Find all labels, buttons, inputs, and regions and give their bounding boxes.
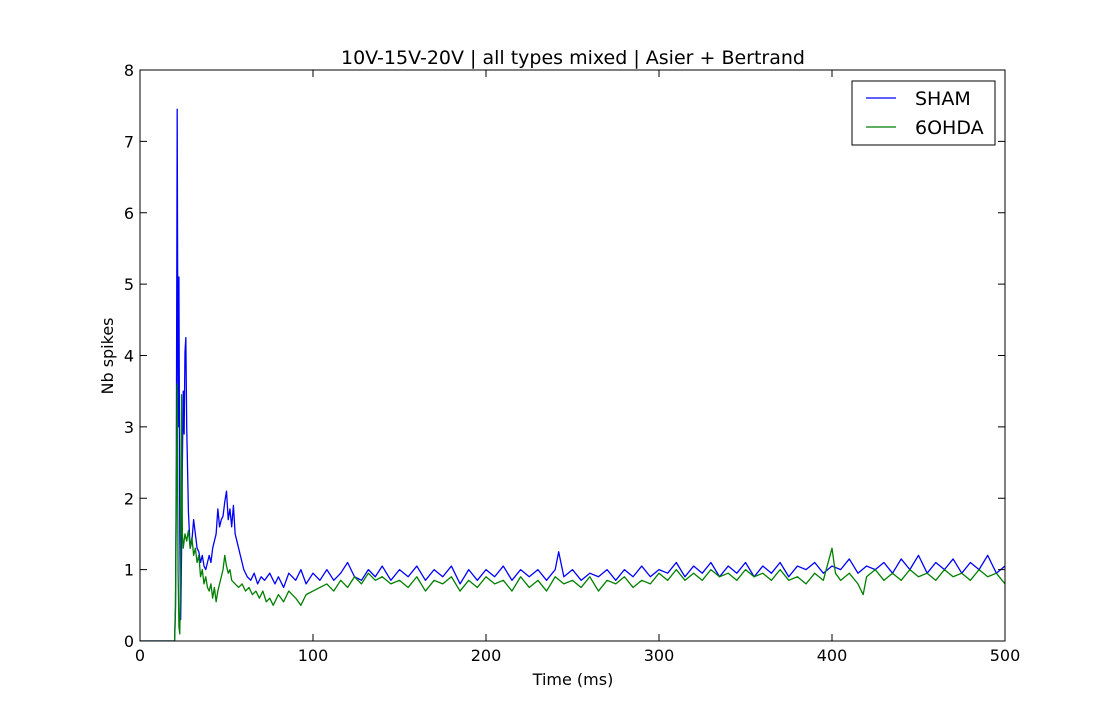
x-tick-label: 400 (817, 646, 848, 665)
plot-area (139, 69, 1006, 642)
y-tick-label: 5 (124, 275, 134, 294)
y-tick-label: 1 (124, 561, 134, 580)
y-tick-label: 2 (124, 489, 134, 508)
x-tick-label: 300 (644, 646, 675, 665)
y-axis: 0 1 2 3 4 5 6 7 8 (124, 61, 1005, 651)
y-tick-label: 7 (124, 132, 134, 151)
plot-frame (139, 69, 1006, 642)
series-line-6ohda (140, 383, 1005, 641)
y-tick-label: 8 (124, 61, 134, 80)
y-axis-label: Nb spikes (98, 317, 117, 394)
y-tick-label: 3 (124, 418, 134, 437)
y-tick-label: 6 (124, 204, 134, 223)
series-line-sham (140, 108, 1005, 641)
y-tick-label: 4 (124, 347, 134, 366)
y-tick-label: 0 (124, 632, 134, 651)
legend: SHAM 6OHDA (851, 80, 996, 146)
x-axis: 0 100 200 300 400 500 (135, 70, 1020, 665)
x-tick-label: 200 (471, 646, 502, 665)
x-tick-label: 500 (990, 646, 1021, 665)
legend-box (851, 80, 996, 146)
chart-title: 10V-15V-20V | all types mixed | Asier + … (341, 47, 805, 69)
x-tick-label: 0 (135, 646, 145, 665)
legend-label: 6OHDA (915, 117, 984, 139)
x-axis-label: Time (ms) (532, 670, 614, 689)
x-tick-label: 100 (298, 646, 329, 665)
legend-label: SHAM (915, 88, 971, 110)
series-layer (140, 108, 1005, 641)
